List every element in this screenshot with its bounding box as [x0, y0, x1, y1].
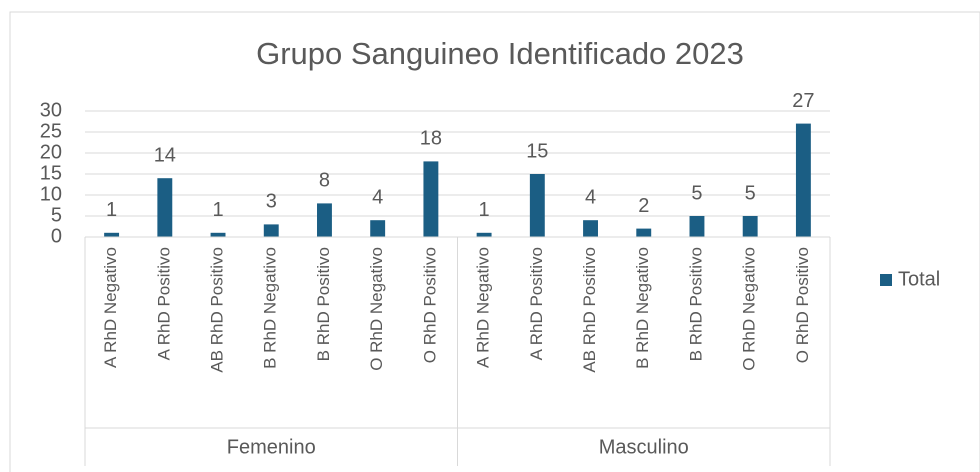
y-tick-label: 20: [40, 141, 62, 163]
data-label: 3: [266, 191, 277, 213]
x-tick-label: B RhD Negativo: [261, 247, 280, 369]
x-tick-label: O RhD Positivo: [793, 247, 812, 363]
bar: [263, 224, 279, 237]
x-tick-label: B RhD Positivo: [686, 247, 705, 361]
group-label: Masculino: [599, 436, 689, 458]
chart-title: Grupo Sanguineo Identificado 2023: [256, 36, 744, 71]
x-tick-label: B RhD Positivo: [314, 247, 333, 361]
bar: [423, 161, 439, 237]
data-label: 14: [154, 144, 176, 166]
data-label: 5: [745, 182, 756, 204]
bar: [157, 178, 173, 237]
data-label: 5: [691, 182, 702, 204]
y-tick-label: 10: [40, 183, 62, 205]
data-label: 27: [792, 90, 814, 112]
y-tick-label: 25: [40, 120, 62, 142]
y-tick-label: 15: [40, 162, 62, 184]
bar: [742, 216, 758, 237]
bar: [529, 174, 545, 237]
data-label: 8: [319, 170, 330, 192]
chart-frame: [9, 11, 980, 472]
y-tick-label: 0: [51, 225, 62, 247]
data-label: 15: [526, 140, 548, 162]
x-tick-label: A RhD Negativo: [474, 247, 493, 368]
legend-swatch: [880, 274, 892, 286]
data-label: 4: [372, 186, 383, 208]
x-tick-label: O RhD Positivo: [420, 247, 439, 363]
bar: [370, 220, 386, 237]
x-tick-label: AB RhD Positivo: [208, 247, 227, 373]
bar: [636, 228, 652, 237]
legend-label: Total: [898, 268, 940, 290]
x-tick-label: A RhD Positivo: [154, 247, 173, 360]
group-label: Femenino: [227, 436, 316, 458]
x-tick-label: O RhD Negativo: [740, 247, 759, 371]
y-tick-label: 30: [40, 99, 62, 121]
data-label: 1: [106, 199, 117, 221]
x-tick-label: O RhD Negativo: [367, 247, 386, 371]
bar: [317, 203, 332, 237]
data-label: 4: [585, 186, 596, 208]
x-tick-label: A RhD Negativo: [101, 247, 120, 368]
y-tick-label: 5: [51, 204, 62, 226]
bar: [795, 123, 811, 237]
data-label: 2: [638, 195, 649, 217]
bar: [476, 232, 492, 237]
bar: [104, 232, 120, 237]
x-tick-label: B RhD Negativo: [633, 247, 652, 369]
bar: [583, 220, 598, 237]
data-label: 1: [212, 199, 223, 221]
x-tick-label: AB RhD Positivo: [580, 247, 599, 373]
data-label: 1: [479, 199, 490, 221]
x-tick-label: A RhD Positivo: [527, 247, 546, 360]
bar: [210, 232, 226, 237]
data-label: 18: [420, 128, 442, 150]
bar: [689, 216, 705, 237]
